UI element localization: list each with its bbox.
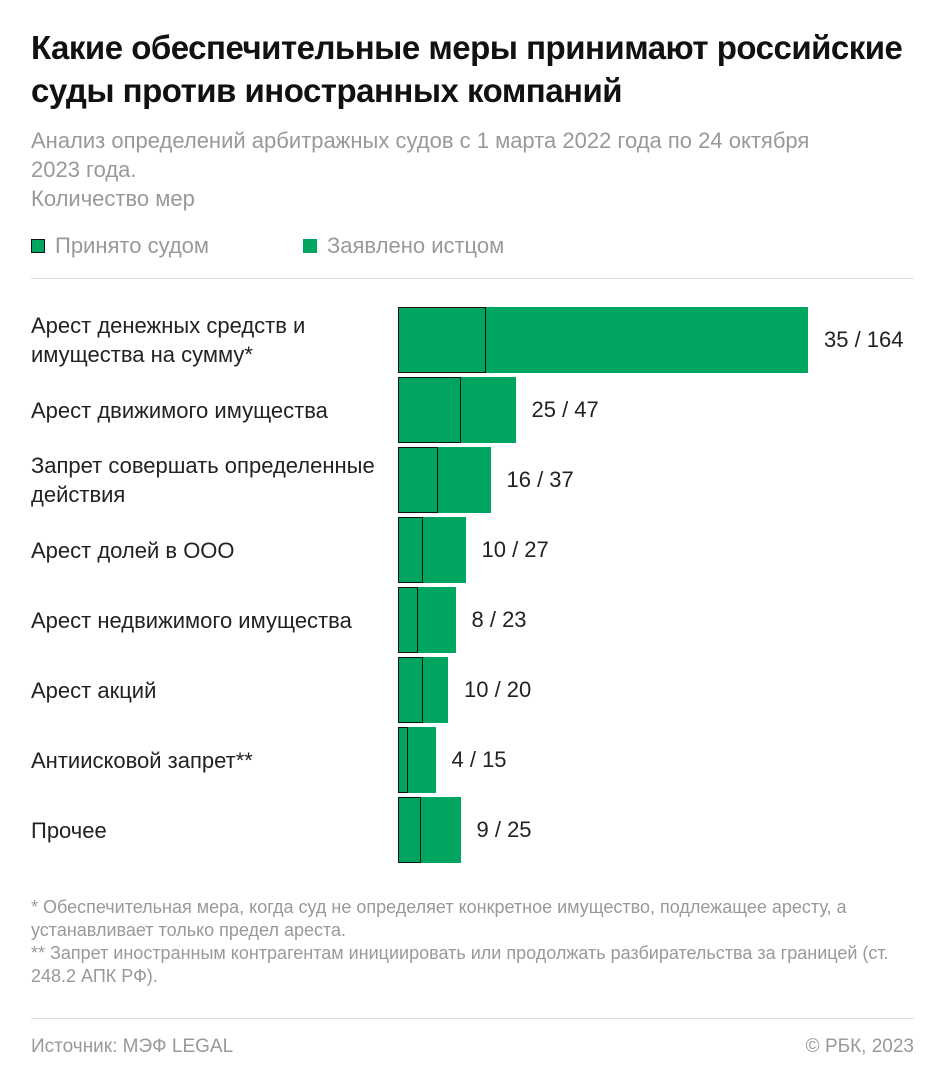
footnotes: * Обеспечительная мера, когда суд не опр… — [31, 896, 891, 988]
bar-accepted — [398, 727, 408, 793]
data-label: 25 / 47 — [531, 397, 599, 422]
bar-accepted — [398, 587, 418, 653]
category-label: Арест долей в ООО — [31, 517, 391, 583]
legend-swatch-claimed — [303, 239, 317, 253]
category-label-text: Антиисковой запрет** — [31, 747, 253, 773]
divider — [31, 1018, 914, 1019]
data-label: 10 / 20 — [464, 677, 532, 702]
bar-accepted — [398, 517, 423, 583]
category-label: Арест недвижимого имущества — [31, 587, 391, 653]
bar-accepted — [398, 377, 461, 443]
data-label: 35 / 164 — [824, 327, 904, 352]
legend-accepted: Принято судом — [31, 233, 209, 259]
category-label-text: Арест недвижимого имущества — [31, 607, 352, 633]
data-label: 8 / 23 — [471, 607, 527, 632]
category-label: Арест движимого имущества — [31, 377, 391, 443]
category-label-text: Запрет совершать определенные действия — [31, 453, 375, 507]
category-label: Арест акций — [31, 657, 391, 723]
legend-label: Заявлено истцом — [327, 233, 505, 258]
category-label-text: Арест движимого имущества — [31, 397, 328, 423]
data-label: 9 / 25 — [476, 817, 532, 842]
category-label: Запрет совершать определенные действия — [31, 447, 391, 513]
chart-subtitle: Анализ определений арбитражных судов с 1… — [31, 128, 810, 182]
source: Источник: МЭФ LEGAL — [31, 1036, 234, 1057]
bar-accepted — [398, 447, 438, 513]
divider — [31, 278, 914, 279]
legend-label: Принято судом — [55, 233, 210, 258]
legend-claimed: Заявлено истцом — [303, 233, 504, 259]
footnote: * Обеспечительная мера, когда суд не опр… — [31, 897, 847, 940]
category-label: Арест денежных средств и имущества на су… — [31, 307, 391, 373]
category-label-text: Арест акций — [31, 677, 157, 703]
category-label-text: Прочее — [31, 817, 107, 843]
category-label: Антиисковой запрет** — [31, 727, 391, 793]
bar-accepted — [398, 307, 486, 373]
data-label: 4 / 15 — [451, 747, 507, 772]
bar-accepted — [398, 657, 423, 723]
category-label: Прочее — [31, 797, 391, 863]
copyright: © РБК, 2023 — [805, 1036, 914, 1057]
category-label-text: Арест денежных средств и имущества на су… — [31, 313, 306, 367]
legend-swatch-accepted — [31, 239, 45, 253]
footnote: ** Запрет иностранным контрагентам иници… — [31, 943, 889, 986]
data-label: 10 / 27 — [481, 537, 549, 562]
bar-accepted — [398, 797, 421, 863]
category-label-text: Арест долей в ООО — [31, 537, 235, 563]
chart-title: Какие обеспечительные меры принимают рос… — [31, 29, 903, 109]
unit-label: Количество мер — [31, 186, 195, 211]
data-label: 16 / 37 — [506, 467, 574, 492]
